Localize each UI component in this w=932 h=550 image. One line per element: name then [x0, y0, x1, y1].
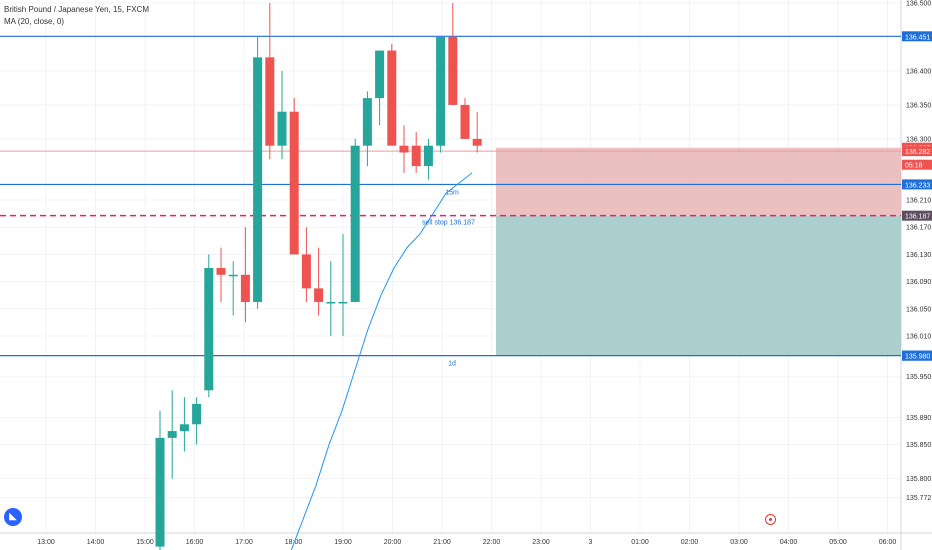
x-tick-label: 19:00 — [334, 539, 352, 546]
sell-stop-label: sell stop 136.187 — [422, 220, 475, 227]
target-price-badge-bg — [902, 350, 932, 361]
y-tick-label: 136.010 — [906, 333, 931, 340]
candle-body — [277, 111, 287, 146]
x-tick-label: 16:00 — [186, 539, 204, 546]
y-tick-label: 136.350 — [906, 102, 931, 109]
symbol-label: British Pound / Japanese Yen, 15, FXCM — [4, 5, 149, 14]
x-tick-label: 21:00 — [433, 539, 451, 546]
moving-average-line — [290, 172, 473, 550]
y-tick-label: 136.500 — [906, 1, 931, 8]
x-tick-label: 02:00 — [681, 539, 699, 546]
candle-body — [228, 274, 238, 277]
candle-body — [399, 145, 409, 153]
indicator-label: MA (20, close, 0) — [4, 17, 65, 26]
y-tick-label: 136.050 — [906, 306, 931, 313]
candle-body — [167, 431, 177, 438]
candle-body — [204, 268, 214, 391]
level-price-badge: 136.451 — [905, 34, 930, 41]
candle-body — [253, 57, 263, 302]
y-tick-label: 135.850 — [906, 442, 931, 449]
level-price-badge: 136.233 — [905, 182, 930, 189]
candle-body — [472, 138, 482, 146]
candle-body — [448, 36, 458, 105]
countdown-badge: 05:18 — [905, 163, 923, 170]
candle-body — [387, 50, 397, 146]
candle-body — [460, 104, 470, 139]
current-price-badge: 136.282 — [905, 149, 930, 156]
y-tick-label: 136.170 — [906, 225, 931, 232]
candle-body — [362, 98, 372, 146]
candle-body — [375, 50, 385, 99]
x-tick-label: 03:00 — [730, 539, 748, 546]
x-tick-label: 13:00 — [37, 539, 55, 546]
sell-stop-price-badge: 136.187 — [905, 214, 930, 221]
current-price-badge-bg — [902, 146, 932, 157]
y-tick-label: 136.300 — [906, 136, 931, 143]
x-tick-label: 14:00 — [87, 539, 105, 546]
candle-body — [338, 301, 348, 304]
y-tick-label: 135.772 — [906, 495, 931, 502]
y-tick-label: 136.090 — [906, 279, 931, 286]
level-price-badge-bg — [902, 31, 932, 42]
tradingview-logo-icon[interactable]: ◣ — [4, 508, 22, 526]
y-tick-label: 135.950 — [906, 374, 931, 381]
stop-loss-zone — [496, 147, 901, 216]
candle-body — [240, 274, 250, 302]
y-tick-label: 136.210 — [906, 198, 931, 205]
y-tick-label: 135.890 — [906, 415, 931, 422]
sell-stop-price-badge-bg — [902, 210, 932, 221]
candle-body — [179, 424, 189, 432]
chart-legend: British Pound / Japanese Yen, 15, FXCM M… — [4, 4, 149, 28]
x-tick-label: 15:00 — [136, 539, 154, 546]
target-price-badge: 135.980 — [905, 354, 930, 361]
candle-body — [326, 301, 336, 304]
x-tick-label: 18:00 — [285, 539, 303, 546]
x-tick-label: 3 — [589, 539, 593, 546]
candle-body — [436, 36, 446, 146]
level-price-badge-bg — [902, 179, 932, 190]
x-tick-label: 06:00 — [879, 539, 897, 546]
x-tick-label: 20:00 — [384, 539, 402, 546]
x-tick-label: 04:00 — [780, 539, 798, 546]
economic-event-icon[interactable] — [765, 514, 776, 525]
level-label: 15m — [445, 189, 459, 196]
candle-body — [423, 145, 433, 167]
y-tick-label: 136.130 — [906, 252, 931, 259]
candle-body — [192, 403, 202, 425]
candle-body — [411, 145, 421, 167]
countdown-badge-bg — [902, 159, 932, 170]
y-tick-label: 135.800 — [906, 476, 931, 483]
take-profit-zone — [496, 215, 901, 356]
candle-body — [350, 145, 360, 302]
candle-body — [265, 57, 275, 146]
level-label: 1d — [448, 361, 456, 368]
candle-body — [314, 288, 324, 302]
candle-body — [289, 111, 299, 255]
x-tick-label: 01:00 — [631, 539, 649, 546]
x-tick-label: 05:00 — [829, 539, 847, 546]
x-tick-label: 22:00 — [483, 539, 501, 546]
y-tick-label: 136.400 — [906, 68, 931, 75]
candle-body — [216, 268, 226, 275]
x-tick-label: 23:00 — [532, 539, 550, 546]
candle-body — [301, 254, 311, 289]
candle-body — [155, 437, 165, 547]
x-tick-label: 17:00 — [235, 539, 253, 546]
